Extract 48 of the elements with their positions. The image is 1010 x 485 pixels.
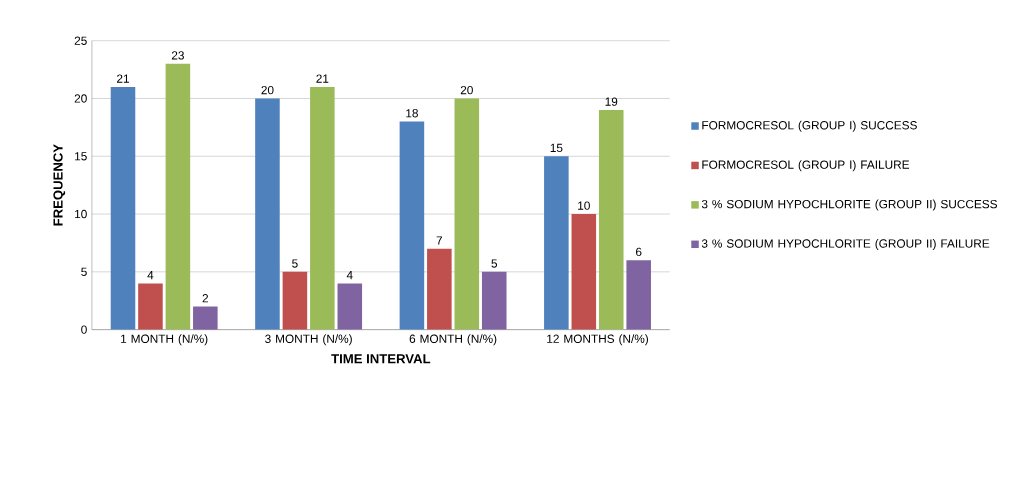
x-axis-title: TIME INTERVAL: [331, 354, 431, 364]
x-tick-label: 6 MONTH (N/%): [409, 334, 497, 346]
bar: [598, 110, 624, 330]
bar: [193, 306, 218, 330]
data-label: 5: [292, 259, 298, 268]
data-label: 2: [202, 294, 209, 303]
y-tick-label: 25: [74, 36, 87, 46]
data-label: 20: [460, 86, 473, 95]
bar: [282, 272, 308, 330]
y-tick-label: 5: [81, 267, 87, 277]
x-tick-label: 12 MONTHS (N/%): [547, 334, 649, 346]
data-label: 4: [147, 271, 154, 280]
bar: [544, 156, 569, 330]
data-label: 20: [261, 86, 274, 95]
y-tick-label: 15: [75, 152, 87, 161]
bar: [571, 214, 597, 330]
y-tick-label: 10: [75, 210, 87, 219]
data-label: 10: [578, 201, 590, 211]
bar: [255, 98, 280, 330]
legend-label: 3 % SODIUM HYPOCHLORITE (GROUP II) SUCCESS: [701, 199, 998, 211]
data-label: 5: [491, 259, 498, 268]
bar: [481, 272, 507, 330]
data-label: 15: [550, 144, 563, 153]
data-label: 21: [117, 74, 129, 83]
data-label: 18: [406, 109, 418, 118]
legend-label: FORMOCRESOL (GROUP I) FAILURE: [702, 160, 910, 172]
y-tick-label: 20: [74, 94, 87, 103]
data-label: 7: [436, 236, 443, 245]
bar: [427, 248, 452, 330]
bar: [165, 64, 191, 330]
bar: [399, 121, 425, 330]
data-label: 19: [605, 97, 618, 107]
bar: [626, 260, 651, 330]
bar: [138, 283, 163, 330]
y-axis-title: FREQUENCY: [53, 144, 66, 226]
x-tick-label: 1 MONTH (N/%): [121, 334, 208, 346]
bar: [310, 87, 335, 330]
bar: [110, 87, 136, 330]
data-label: 21: [316, 74, 329, 83]
data-label: 4: [346, 271, 353, 280]
data-label: 6: [636, 247, 642, 257]
bar: [454, 98, 480, 330]
legend-label: FORMOCRESOL (GROUP I) SUCCESS: [702, 120, 917, 132]
legend-label: 3 % SODIUM HYPOCHLORITE (GROUP II) FAILURE: [701, 239, 990, 251]
data-label: 23: [171, 51, 184, 60]
bar: [337, 283, 363, 330]
x-tick-label: 3 MONTH (N/%): [265, 334, 352, 346]
y-tick-label: 0: [81, 325, 87, 335]
